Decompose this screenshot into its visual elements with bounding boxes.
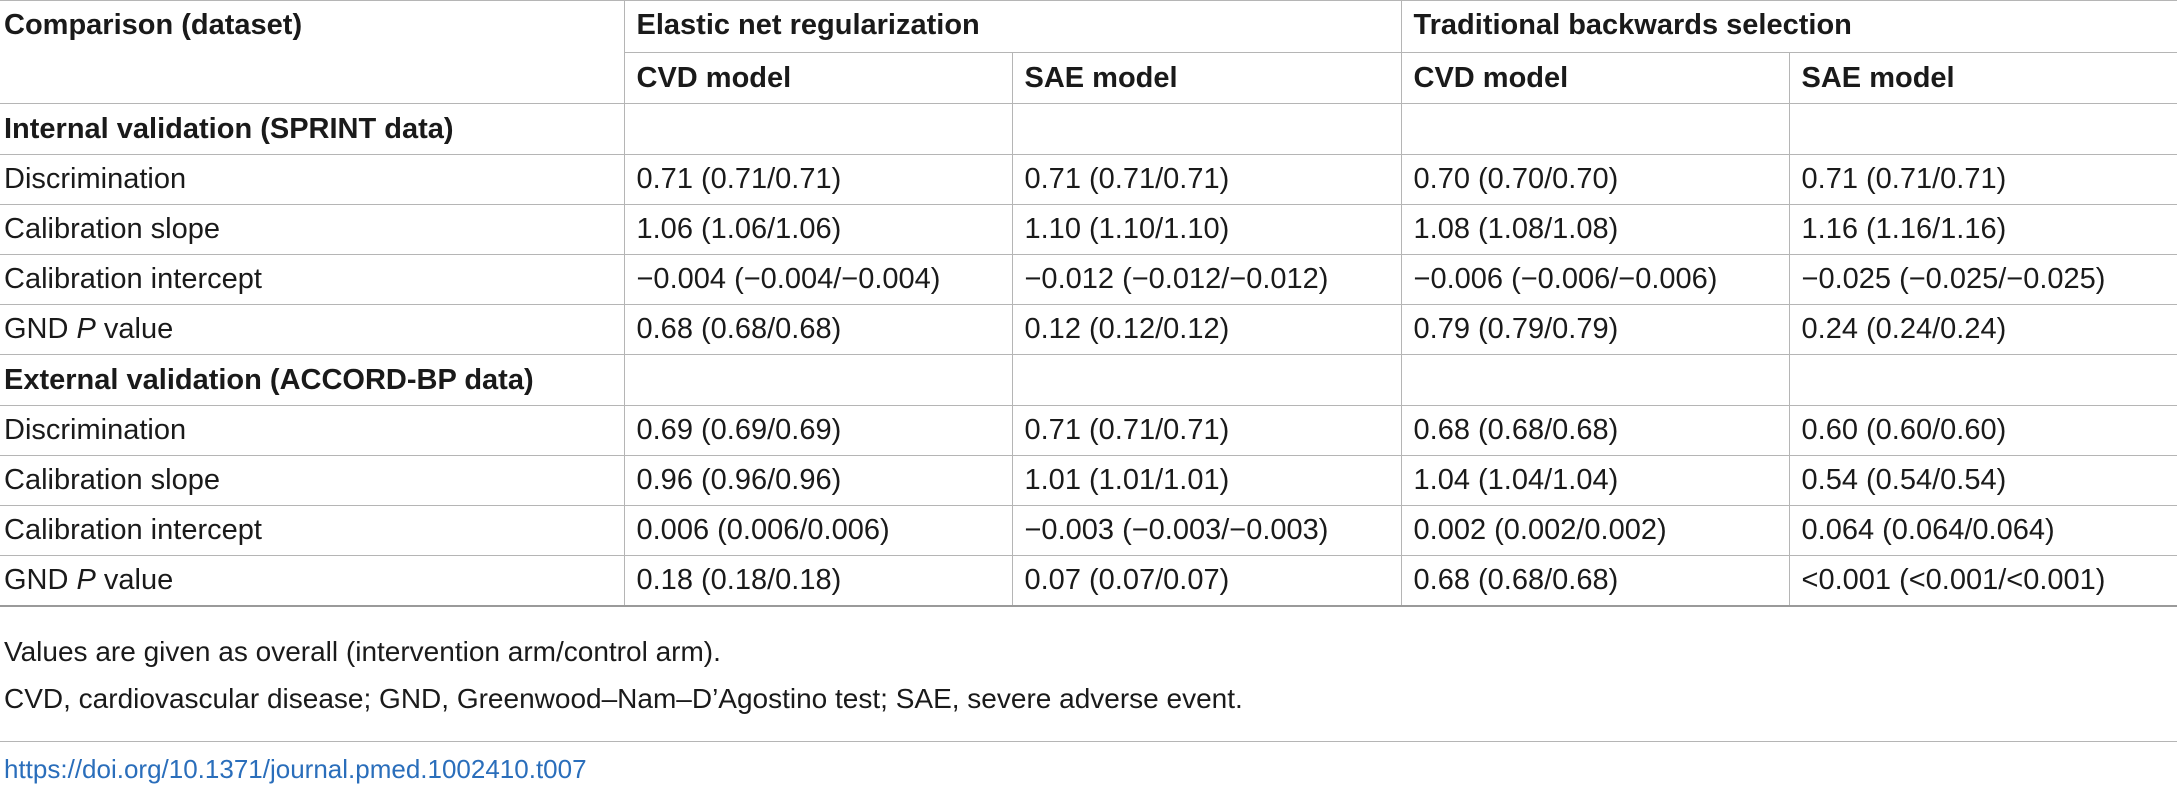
table-cell: <0.001 (<0.001/<0.001): [1788, 555, 2177, 607]
table-cell: 1.04 (1.04/1.04): [1400, 455, 1790, 506]
table-cell: 0.71 (0.71/0.71): [623, 154, 1012, 205]
empty-cell: [1011, 103, 1402, 155]
empty-cell: [1400, 354, 1790, 406]
table-cell: 0.96 (0.96/0.96): [623, 455, 1012, 506]
empty-cell: [1400, 103, 1790, 155]
row-label: GND P value: [0, 304, 624, 355]
table-cell: 0.68 (0.68/0.68): [623, 304, 1012, 355]
table-cell: 0.24 (0.24/0.24): [1788, 304, 2177, 355]
table-cell: 0.70 (0.70/0.70): [1400, 154, 1790, 205]
table-cell: 1.06 (1.06/1.06): [623, 204, 1012, 255]
table-cell: 0.68 (0.68/0.68): [1400, 555, 1790, 607]
row-label: GND P value: [0, 555, 624, 607]
table-cell: 1.01 (1.01/1.01): [1011, 455, 1402, 506]
row-label: Discrimination: [0, 154, 624, 205]
subheader-cvd-model: CVD model: [623, 52, 1012, 104]
column-header-comparison: Comparison (dataset): [0, 0, 624, 53]
table-cell: 1.08 (1.08/1.08): [1400, 204, 1790, 255]
table-cell: 0.79 (0.79/0.79): [1400, 304, 1790, 355]
row-label: Calibration intercept: [0, 505, 624, 556]
table-cell: 0.18 (0.18/0.18): [623, 555, 1012, 607]
subheader-cvd-model: CVD model: [1400, 52, 1790, 104]
table-cell: 0.54 (0.54/0.54): [1788, 455, 2177, 506]
table-cell: 0.064 (0.064/0.064): [1788, 505, 2177, 556]
section-title: Internal validation (SPRINT data): [0, 103, 624, 155]
group-header-elastic-net: Elastic net regularization: [623, 0, 1402, 53]
table-row: Calibration slope 0.96 (0.96/0.96) 1.01 …: [0, 455, 2177, 506]
empty-cell: [1011, 354, 1402, 406]
table-subheader-row: CVD model SAE model CVD model SAE model: [0, 52, 2177, 104]
table-cell: −0.006 (−0.006/−0.006): [1400, 254, 1790, 305]
table-cell: 0.006 (0.006/0.006): [623, 505, 1012, 556]
table-row: Calibration intercept 0.006 (0.006/0.006…: [0, 505, 2177, 556]
table-cell: 0.60 (0.60/0.60): [1788, 405, 2177, 456]
empty-cell: [1788, 103, 2177, 155]
table-cell: −0.025 (−0.025/−0.025): [1788, 254, 2177, 305]
footer-divider: [0, 741, 2177, 742]
table-cell: −0.012 (−0.012/−0.012): [1011, 254, 1402, 305]
table-cell: 0.68 (0.68/0.68): [1400, 405, 1790, 456]
table-cell: 0.69 (0.69/0.69): [623, 405, 1012, 456]
section-row-external: External validation (ACCORD-BP data): [0, 354, 2177, 406]
subheader-empty-cell: [0, 52, 624, 104]
table-row: Discrimination 0.69 (0.69/0.69) 0.71 (0.…: [0, 405, 2177, 456]
table-cell: −0.004 (−0.004/−0.004): [623, 254, 1012, 305]
table-cell: 0.71 (0.71/0.71): [1788, 154, 2177, 205]
table-row: GND P value 0.18 (0.18/0.18) 0.07 (0.07/…: [0, 555, 2177, 607]
table-cell: 0.07 (0.07/0.07): [1011, 555, 1402, 607]
section-row-internal: Internal validation (SPRINT data): [0, 103, 2177, 155]
table-cell: 0.71 (0.71/0.71): [1011, 154, 1402, 205]
table-cell: 0.12 (0.12/0.12): [1011, 304, 1402, 355]
empty-cell: [623, 354, 1012, 406]
table-cell: 1.10 (1.10/1.10): [1011, 204, 1402, 255]
validation-table: Comparison (dataset) Elastic net regular…: [0, 0, 2177, 607]
row-label: Calibration slope: [0, 204, 624, 255]
row-label: Calibration intercept: [0, 254, 624, 305]
empty-cell: [623, 103, 1012, 155]
table-cell: 1.16 (1.16/1.16): [1788, 204, 2177, 255]
table-header-row: Comparison (dataset) Elastic net regular…: [0, 0, 2177, 53]
table-cell: 0.71 (0.71/0.71): [1011, 405, 1402, 456]
footnote-values: Values are given as overall (interventio…: [4, 636, 721, 667]
footnote-abbreviations: CVD, cardiovascular disease; GND, Greenw…: [4, 683, 1243, 714]
row-label: Discrimination: [0, 405, 624, 456]
table-row: Calibration slope 1.06 (1.06/1.06) 1.10 …: [0, 204, 2177, 255]
table-cell: 0.002 (0.002/0.002): [1400, 505, 1790, 556]
section-title: External validation (ACCORD-BP data): [0, 354, 624, 406]
table-row: Calibration intercept −0.004 (−0.004/−0.…: [0, 254, 2177, 305]
group-header-backwards-selection: Traditional backwards selection: [1400, 0, 2177, 53]
row-label: Calibration slope: [0, 455, 624, 506]
subheader-sae-model: SAE model: [1011, 52, 1402, 104]
subheader-sae-model: SAE model: [1788, 52, 2177, 104]
table-footnotes: Values are given as overall (interventio…: [4, 628, 1243, 722]
table-row: GND P value 0.68 (0.68/0.68) 0.12 (0.12/…: [0, 304, 2177, 355]
table-cell: −0.003 (−0.003/−0.003): [1011, 505, 1402, 556]
empty-cell: [1788, 354, 2177, 406]
doi-link[interactable]: https://doi.org/10.1371/journal.pmed.100…: [4, 754, 587, 784]
table-row: Discrimination 0.71 (0.71/0.71) 0.71 (0.…: [0, 154, 2177, 205]
